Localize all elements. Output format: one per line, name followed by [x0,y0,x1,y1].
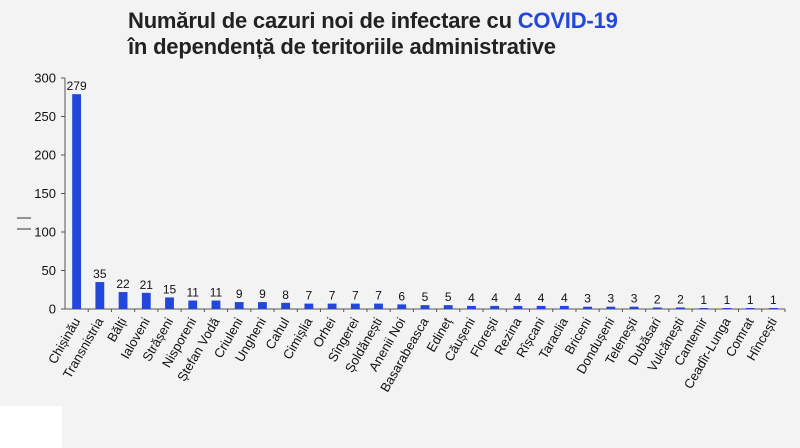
chart-title-line2: în dependență de teritoriile administrat… [128,34,556,59]
data-label: 4 [538,291,545,305]
bar [745,308,755,309]
chart-title: Numărul de cazuri noi de infectare cu CO… [128,8,768,60]
y-tick-label: 300 [34,71,56,86]
data-label: 4 [515,291,522,305]
bar [443,305,453,309]
bar [467,305,476,309]
bar [536,305,546,309]
chart-x-labels: ChișinăuTransnistriaBălțiIaloveniStrășen… [45,314,780,394]
bar [722,308,732,309]
data-label: 4 [491,291,498,305]
bar [606,306,616,309]
bar [490,305,500,309]
chart-title-prefix: Numărul de cazuri noi de infectare cu [128,8,518,33]
chart-title-accent: COVID-19 [517,8,618,33]
bar [350,303,360,309]
data-label: 1 [724,293,731,307]
y-tick-label: 200 [34,148,56,163]
data-label: 8 [282,288,289,302]
data-label: 9 [259,287,266,301]
data-label: 1 [700,293,707,307]
bar [211,300,221,309]
bar [72,94,82,309]
data-label: 35 [93,267,107,281]
data-label: 3 [631,292,638,306]
data-label: 11 [187,286,200,300]
bar [118,292,128,309]
data-label: 9 [236,287,243,301]
y-tick-label: 250 [34,109,56,124]
corner-patch [0,406,62,448]
data-label: 4 [561,291,568,305]
bar [374,303,383,309]
bar [95,282,105,309]
bar [281,302,291,309]
bar [583,306,592,309]
data-label: 2 [654,292,661,306]
data-label: 5 [422,290,429,304]
bar [420,305,430,309]
data-label: 7 [375,289,382,303]
data-label: 3 [607,292,614,306]
data-label: 7 [352,289,359,303]
bar [165,297,174,309]
bar [629,306,639,309]
chart-y-labels: 0 50 100 150 200 250 300 [34,71,56,317]
bar [699,308,709,309]
bar [141,292,151,309]
bar [559,305,569,309]
data-label: 7 [329,289,336,303]
data-label: 3 [584,292,591,306]
data-label: 4 [468,291,475,305]
bar [188,300,198,309]
bar [513,305,523,309]
chart-title-line1: Numărul de cazuri noi de infectare cu CO… [128,8,768,34]
data-label: 5 [445,290,452,304]
chart-axes [17,77,786,312]
bar [234,302,244,309]
data-label: 1 [770,293,777,307]
y-tick-label: 0 [49,302,56,317]
bar [652,307,662,309]
y-tick-label: 150 [34,186,56,201]
data-label: 11 [210,286,223,300]
data-label: 2 [677,292,684,306]
chart-bars [72,94,778,309]
data-label: 1 [747,293,754,307]
data-label: 15 [163,282,177,296]
bar [327,303,337,309]
data-label: 22 [116,277,130,291]
bar [258,302,267,309]
y-tick-label: 100 [34,225,56,240]
data-label: 7 [306,289,313,303]
y-tick-label: 50 [42,263,56,278]
bar [768,308,778,309]
data-label: 6 [398,289,405,303]
data-label: 279 [67,79,87,93]
bar [676,307,685,309]
bar [304,303,314,309]
data-label: 21 [140,278,154,292]
bar [397,304,407,309]
